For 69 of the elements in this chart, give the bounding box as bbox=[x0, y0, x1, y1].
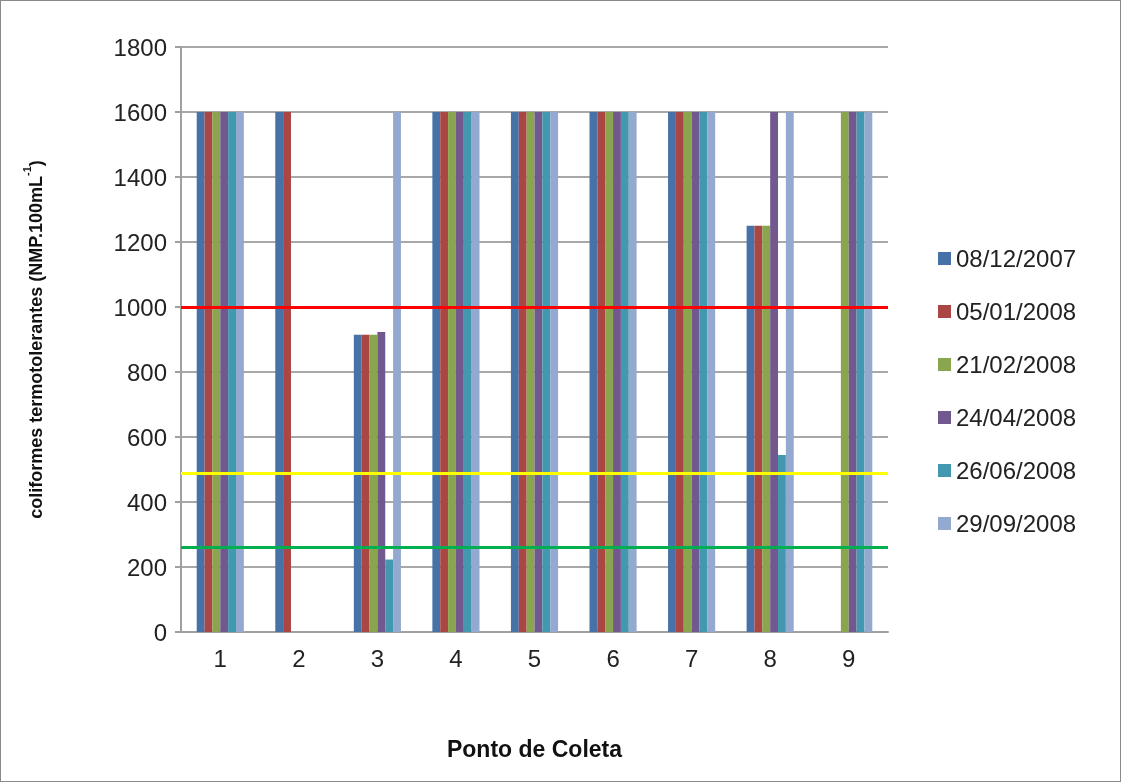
bar bbox=[668, 112, 676, 632]
y-tick-label: 1600 bbox=[113, 98, 167, 126]
bar bbox=[707, 112, 716, 632]
bar bbox=[385, 559, 394, 632]
bar bbox=[550, 112, 559, 632]
bar bbox=[620, 112, 629, 632]
y-tick-label: 600 bbox=[126, 423, 167, 451]
bar bbox=[393, 112, 401, 632]
x-tick-label: 7 bbox=[684, 644, 699, 672]
bar bbox=[377, 332, 386, 632]
legend-label: 29/09/2008 bbox=[956, 510, 1077, 537]
y-tick-label: 800 bbox=[126, 358, 167, 386]
legend-label: 24/04/2008 bbox=[956, 404, 1077, 431]
bar bbox=[448, 112, 456, 632]
y-tick-label: 1200 bbox=[113, 228, 167, 256]
bar bbox=[432, 112, 441, 632]
y-tick-label: 1000 bbox=[113, 293, 167, 321]
bar bbox=[589, 112, 598, 632]
bar bbox=[196, 112, 205, 632]
legend-label: 26/06/2008 bbox=[956, 457, 1077, 484]
bar bbox=[361, 334, 370, 632]
x-tick-label: 9 bbox=[842, 644, 856, 672]
bar bbox=[770, 112, 779, 632]
bar bbox=[275, 112, 284, 632]
legend-label: 05/01/2008 bbox=[956, 298, 1077, 325]
bar bbox=[840, 112, 849, 632]
bar bbox=[471, 112, 480, 632]
bar bbox=[597, 112, 606, 632]
bar bbox=[778, 454, 786, 632]
bar bbox=[510, 112, 519, 632]
bar bbox=[864, 112, 873, 632]
bar bbox=[628, 112, 637, 632]
bar bbox=[283, 112, 291, 632]
bar bbox=[683, 112, 692, 632]
x-tick-label: 2 bbox=[292, 644, 306, 672]
bar bbox=[848, 112, 857, 632]
bar bbox=[212, 112, 221, 632]
x-tick-label: 5 bbox=[527, 644, 542, 672]
legend-label: 08/12/2007 bbox=[956, 245, 1077, 272]
legend-label: 21/02/2008 bbox=[956, 351, 1077, 378]
bar bbox=[455, 112, 464, 632]
x-tick-label: 4 bbox=[449, 644, 463, 672]
x-axis-title: Ponto de Coleta bbox=[446, 735, 623, 762]
bar bbox=[526, 112, 535, 632]
x-tick-label: 6 bbox=[606, 644, 620, 672]
bar bbox=[613, 112, 621, 632]
x-tick-label: 8 bbox=[763, 644, 777, 672]
bar bbox=[785, 112, 794, 632]
x-tick-label: 3 bbox=[370, 644, 385, 672]
y-tick-label: 400 bbox=[126, 488, 167, 516]
y-tick-label: 1800 bbox=[113, 33, 167, 61]
y-tick-label: 0 bbox=[153, 618, 167, 646]
bar bbox=[518, 112, 527, 632]
bar bbox=[228, 112, 236, 632]
bar bbox=[235, 112, 244, 632]
bar bbox=[762, 225, 771, 632]
bar bbox=[754, 225, 763, 632]
y-tick-label: 200 bbox=[126, 553, 167, 581]
bar bbox=[440, 112, 449, 632]
bar bbox=[605, 112, 614, 632]
bar bbox=[220, 112, 229, 632]
y-axis-title: coliformes termotolerantes (NMP.100mL-1) bbox=[20, 160, 46, 519]
bar bbox=[542, 112, 551, 632]
bar bbox=[675, 112, 684, 632]
bar bbox=[699, 112, 708, 632]
bar bbox=[353, 334, 362, 632]
y-tick-label: 1400 bbox=[113, 163, 167, 191]
bar bbox=[463, 112, 472, 632]
x-tick-label: 1 bbox=[213, 644, 227, 672]
